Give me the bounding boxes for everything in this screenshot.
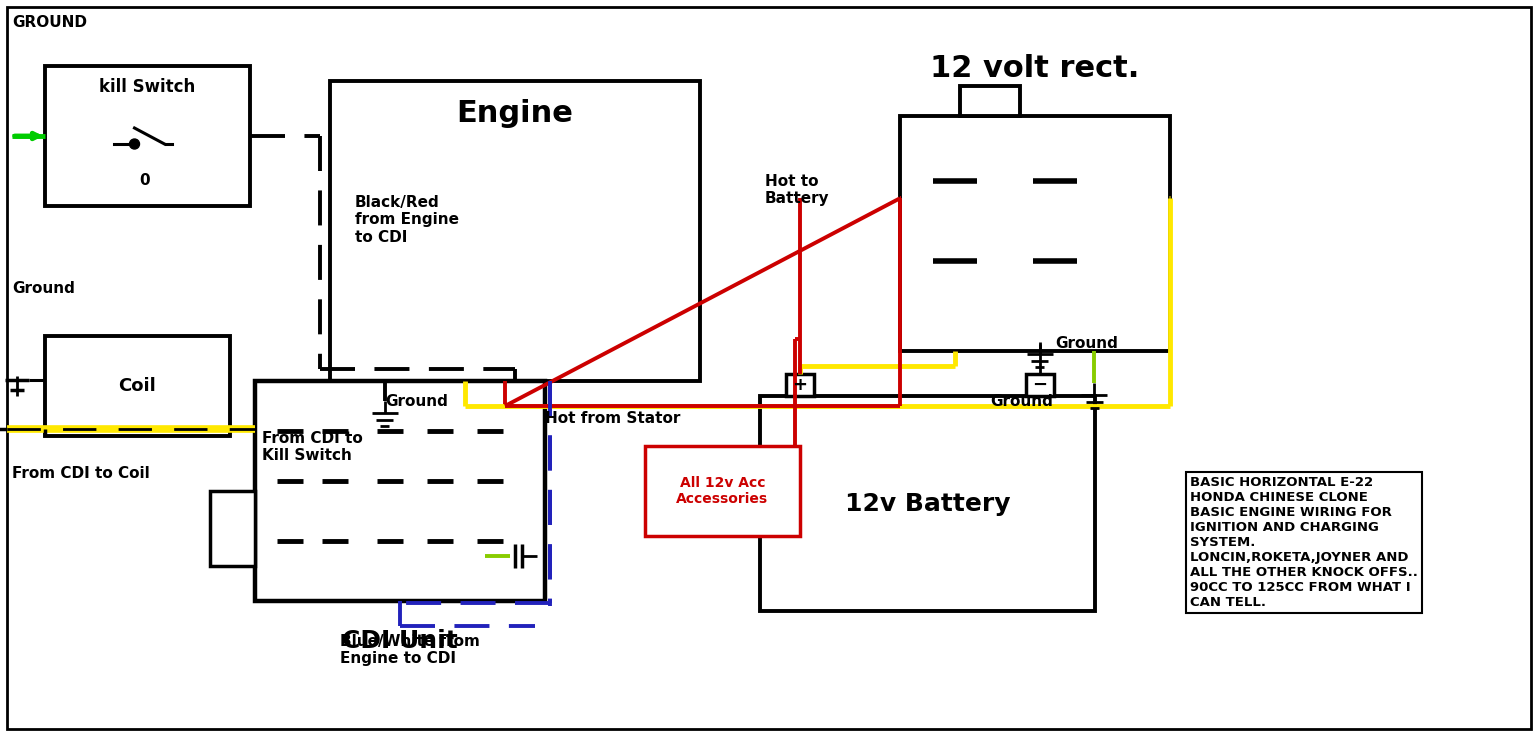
Bar [255, 381, 544, 601]
Text: From CDI to Coil: From CDI to Coil [12, 466, 149, 481]
Circle shape [129, 139, 140, 149]
Text: Coil: Coil [118, 377, 157, 395]
Text: Black/Red
from Engine
to CDI: Black/Red from Engine to CDI [355, 195, 458, 245]
Bar [45, 336, 231, 436]
Text: All 12v Acc
Accessories: All 12v Acc Accessories [677, 476, 769, 506]
Bar [331, 81, 700, 381]
Bar [211, 491, 255, 566]
Text: 0: 0 [138, 173, 149, 188]
Bar [786, 374, 814, 396]
Text: +: + [792, 376, 807, 394]
Text: From CDI to
Kill Switch: From CDI to Kill Switch [261, 431, 363, 464]
Text: BASIC HORIZONTAL E-22
HONDA CHINESE CLONE
BASIC ENGINE WIRING FOR
IGNITION AND C: BASIC HORIZONTAL E-22 HONDA CHINESE CLON… [1190, 476, 1418, 609]
Text: GROUND: GROUND [12, 15, 88, 30]
Text: Ground: Ground [990, 394, 1054, 409]
Text: Ground: Ground [12, 281, 75, 296]
Text: Ground: Ground [384, 394, 448, 409]
Bar [644, 446, 800, 536]
Text: Hot to
Battery: Hot to Battery [764, 174, 829, 206]
Text: 12 volt rect.: 12 volt rect. [930, 54, 1140, 83]
Text: Hot from Stator: Hot from Stator [544, 411, 680, 426]
Text: −: − [1032, 376, 1047, 394]
Bar [45, 66, 251, 206]
Text: kill Switch: kill Switch [100, 78, 195, 96]
Bar [760, 396, 1095, 611]
Bar [1026, 374, 1054, 396]
Text: Ground: Ground [1055, 336, 1118, 351]
Bar [900, 116, 1170, 351]
Text: CDI Unit: CDI Unit [341, 629, 458, 653]
Text: Engine: Engine [457, 99, 574, 128]
Bar [960, 86, 1020, 116]
Text: Blue/White from
Engine to CDI: Blue/White from Engine to CDI [340, 634, 480, 666]
Text: 12v Battery: 12v Battery [844, 492, 1010, 515]
